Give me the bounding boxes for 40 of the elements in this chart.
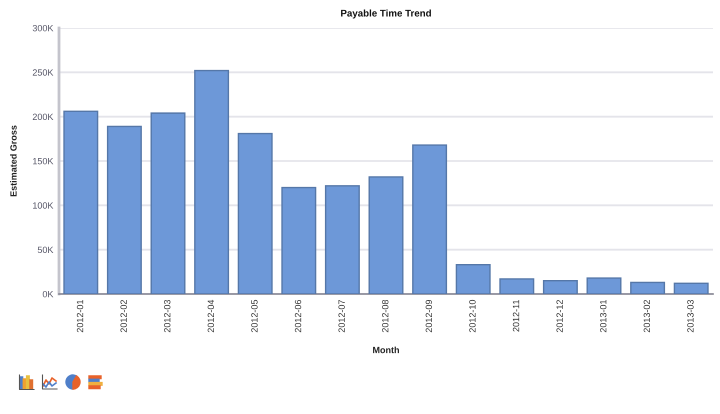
bar: [238, 132, 273, 294]
bar: [412, 144, 448, 294]
x-tick-label: 2012-09: [426, 300, 432, 332]
x-tick-label: 2012-07: [338, 300, 345, 332]
bar: [674, 282, 709, 294]
y-tick-label: 200K: [32, 114, 54, 120]
y-tick-label: 0K: [42, 290, 54, 298]
x-tick-label: 2013-01: [600, 300, 606, 332]
bar: [542, 280, 578, 294]
bar: [150, 112, 186, 294]
chart-title: Payable Time Trend: [341, 9, 431, 19]
y-tick-label: 250K: [32, 69, 54, 76]
bar: [586, 277, 622, 294]
x-tick-label: 2012-01: [76, 300, 84, 332]
y-tick-label: 50K: [38, 246, 54, 254]
bar: [63, 110, 98, 294]
y-axis-title: Estimated Gross: [10, 125, 17, 196]
x-tick-label: 2012-05: [251, 300, 258, 332]
bar: [456, 264, 491, 294]
y-tick-label: 150K: [33, 158, 54, 164]
x-tick-label: 2012-08: [382, 300, 388, 332]
x-tick-label: 2012-10: [469, 300, 476, 332]
bar: [106, 126, 142, 294]
x-tick-label: 2012-04: [208, 300, 214, 332]
bar: [630, 282, 666, 294]
y-tick-label: 300K: [32, 24, 54, 32]
x-tick-label: 2013-02: [644, 300, 650, 332]
bar: [194, 70, 230, 294]
x-tick-label: 2012-03: [164, 300, 170, 332]
bar: [368, 176, 404, 294]
y-tick-label: 100K: [33, 202, 54, 209]
x-tick-label: 2013-03: [687, 300, 694, 332]
x-axis-title: Month: [373, 346, 399, 354]
bar: [499, 278, 534, 294]
bar: [324, 185, 360, 294]
bar: [281, 186, 316, 294]
x-tick-label: 2012-12: [556, 300, 563, 332]
x-tick-label: 2012-11: [512, 300, 520, 332]
x-tick-label: 2012-02: [120, 300, 127, 332]
x-tick-label: 2012-06: [294, 300, 302, 332]
